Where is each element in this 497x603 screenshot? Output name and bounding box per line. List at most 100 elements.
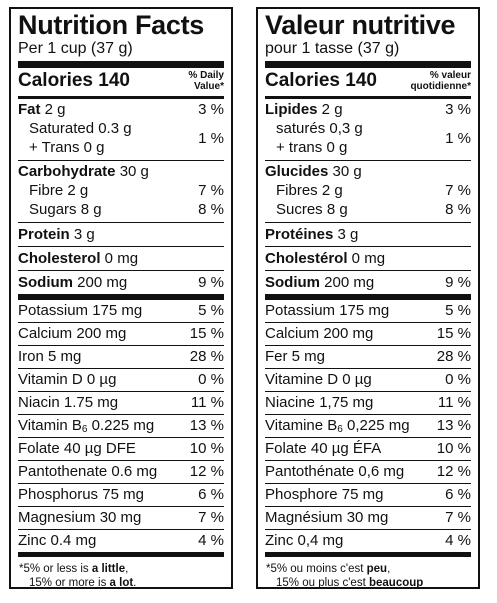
- thick-rule: [265, 294, 471, 300]
- separator: [265, 160, 471, 161]
- footnote-text: *5% ou moins c'est: [266, 563, 367, 575]
- nutrient-pct: 10 %: [436, 440, 471, 457]
- nutrient-pct: 12 %: [189, 463, 224, 480]
- nutrient-name: Vitamin B6 0.225 mg: [18, 415, 154, 437]
- list-item: Calcium 200 mg 15 %: [265, 323, 471, 346]
- nutrient-name: Pantothenate 0.6 mg: [18, 463, 158, 480]
- protein-amount: 3 g: [69, 226, 95, 243]
- list-item: Folate 40 µg ÉFA 10 %: [265, 438, 471, 461]
- nutrient-pct: 13 %: [189, 417, 224, 434]
- separator: [18, 270, 224, 271]
- nutrient-pct: 7 %: [198, 509, 224, 526]
- sat-trans-group: Saturated 0.3 g + Trans 0 g 1 %: [18, 119, 224, 157]
- fat-label: Fat: [18, 101, 41, 118]
- sugars-row: Sucres 8 g 8 %: [265, 200, 471, 219]
- sat-trans-pct: 1 %: [198, 129, 224, 147]
- trans-row: + Trans 0 g: [29, 139, 105, 156]
- cholesterol-amount: 0 mg: [347, 250, 386, 267]
- separator: [18, 246, 224, 247]
- nutrient-name: Vitamin D 0 µg: [18, 371, 117, 388]
- nutrient-pct: 15 %: [189, 325, 224, 342]
- nutrient-name: Niacine 1,75 mg: [265, 394, 374, 411]
- footnote: *5% ou moins c'est peu, 15% ou plus c'es…: [265, 557, 471, 590]
- footnote-text: 15% ou plus c'est: [276, 577, 369, 589]
- fat-pct: 3 %: [445, 101, 471, 118]
- sodium-label: Sodium: [265, 274, 320, 291]
- protein-label: Protéines: [265, 226, 334, 243]
- nutrient-name: Folate 40 µg DFE: [18, 440, 136, 457]
- list-item: Pantothénate 0,6 mg 12 %: [265, 461, 471, 484]
- nutrition-facts-panel-en: Nutrition Facts Per 1 cup (37 g) Calorie…: [9, 7, 233, 589]
- nutrient-name-part: Vitamine B: [265, 417, 338, 434]
- nutrient-pct: 4 %: [445, 532, 471, 549]
- list-item: Magnésium 30 mg 7 %: [265, 507, 471, 530]
- list-item: Potassium 175 mg 5 %: [18, 300, 224, 323]
- list-item: Iron 5 mg 28 %: [18, 346, 224, 369]
- fibre-label: Fibre 2 g: [29, 182, 89, 199]
- calories-row: Calories 140 % Daily Value*: [18, 68, 224, 96]
- thick-rule: [18, 552, 224, 557]
- separator: [18, 160, 224, 161]
- sugars-label: Sucres 8 g: [276, 201, 348, 218]
- medium-rule: [18, 96, 224, 99]
- list-item: Pantothenate 0.6 mg 12 %: [18, 461, 224, 484]
- nutrient-pct: 15 %: [436, 325, 471, 342]
- thick-rule: [265, 552, 471, 557]
- nutrient-pct: 0 %: [445, 371, 471, 388]
- protein-label: Protein: [18, 226, 70, 243]
- list-item: Fer 5 mg 28 %: [265, 346, 471, 369]
- nutrient-pct: 6 %: [198, 486, 224, 503]
- nutrient-name: Niacin 1.75 mg: [18, 394, 119, 411]
- fibre-row: Fibre 2 g 7 %: [18, 181, 224, 200]
- cholesterol-label: Cholesterol: [18, 250, 101, 267]
- dv-heading-line-1: % valeur: [429, 70, 471, 81]
- sat-trans-group: saturés 0,3 g + trans 0 g 1 %: [265, 119, 471, 157]
- nutrient-name-part: Vitamin B: [18, 417, 82, 434]
- daily-value-heading: % Daily Value*: [188, 68, 224, 92]
- fibre-row: Fibres 2 g 7 %: [265, 181, 471, 200]
- protein-amount: 3 g: [333, 226, 359, 243]
- footnote-text: 15% or more is: [29, 577, 110, 589]
- dv-heading-line-2: quotidienne*: [410, 81, 471, 92]
- nutrient-name: Phosphorus 75 mg: [18, 486, 144, 503]
- carb-label: Glucides: [265, 163, 329, 180]
- footnote-text: .: [133, 577, 137, 589]
- fat-row: Lipides 2 g 3 %: [265, 100, 471, 119]
- nutrient-name: Calcium 200 mg: [18, 325, 127, 342]
- nutrient-pct: 10 %: [189, 440, 224, 457]
- protein-row: Protéines 3 g: [265, 225, 471, 244]
- medium-rule: [265, 96, 471, 99]
- nutrient-pct: 28 %: [189, 348, 224, 365]
- nutrient-pct: 12 %: [436, 463, 471, 480]
- nutrient-pct: 0 %: [198, 371, 224, 388]
- list-item: Zinc 0.4 mg 4 %: [18, 530, 224, 552]
- cholesterol-label: Cholestérol: [265, 250, 348, 267]
- carb-row: Carbohydrate 30 g: [18, 162, 224, 181]
- nutrient-name: Folate 40 µg ÉFA: [265, 440, 382, 457]
- nutrient-pct: 5 %: [445, 302, 471, 319]
- nutrient-name: Calcium 200 mg: [265, 325, 374, 342]
- panel-title: Nutrition Facts: [18, 10, 205, 40]
- list-item: Niacin 1.75 mg 11 %: [18, 392, 224, 415]
- footnote-bold: a little: [91, 563, 126, 575]
- separator: [265, 246, 471, 247]
- nutrient-pct: 5 %: [198, 302, 224, 319]
- calories-label: Calories 140: [265, 70, 377, 91]
- serving-size: Per 1 cup (37 g): [18, 40, 133, 57]
- footnote-text: ,: [125, 563, 129, 575]
- nutrient-name: Magnésium 30 mg: [265, 509, 389, 526]
- nutrient-name: Phosphore 75 mg: [265, 486, 384, 503]
- thick-rule: [18, 294, 224, 300]
- saturated-row: saturés 0,3 g: [276, 120, 363, 137]
- thick-rule: [18, 61, 224, 68]
- sodium-amount: 200 mg: [73, 274, 128, 291]
- nutrient-pct: 11 %: [437, 394, 471, 411]
- nutrient-name-part: 0.225 mg: [87, 417, 155, 434]
- nutrient-name: Iron 5 mg: [18, 348, 82, 365]
- nutrient-name: Zinc 0.4 mg: [18, 532, 97, 549]
- saturated-row: Saturated 0.3 g: [29, 120, 132, 137]
- list-item: Phosphorus 75 mg 6 %: [18, 484, 224, 507]
- sat-trans-pct: 1 %: [445, 129, 471, 147]
- list-item: Magnesium 30 mg 7 %: [18, 507, 224, 530]
- sugars-label: Sugars 8 g: [29, 201, 102, 218]
